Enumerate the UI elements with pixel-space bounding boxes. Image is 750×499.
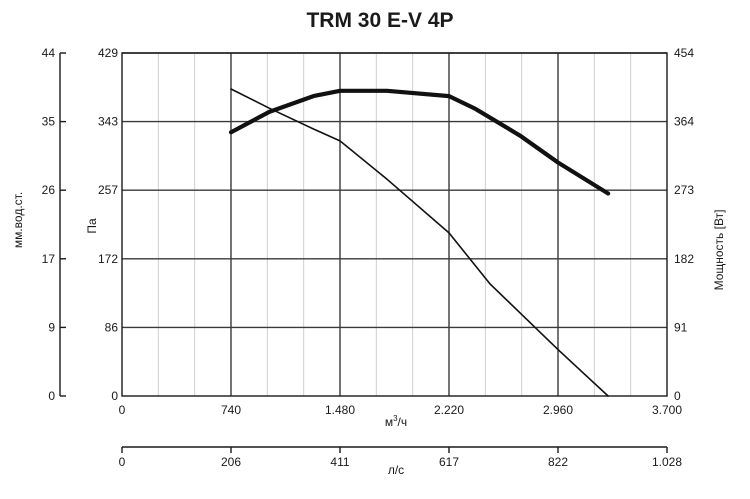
curves xyxy=(228,88,611,397)
power-tick-label: 0 xyxy=(674,389,681,403)
y-axis-label-power: Мощность [Вт] xyxy=(712,210,726,291)
power-curve xyxy=(228,88,611,196)
m3h-tick-label: 3.700 xyxy=(652,403,682,417)
pressure-curve xyxy=(230,88,609,397)
pa-tick-label: 343 xyxy=(98,115,118,129)
ls-tick-label: 411 xyxy=(330,455,349,469)
power-tick-label: 182 xyxy=(674,252,694,266)
mmwc-tick-label: 0 xyxy=(48,389,55,403)
pa-tick-label: 86 xyxy=(105,320,119,334)
power-tick-label: 364 xyxy=(674,115,694,129)
m3h-tick-label: 2.960 xyxy=(543,403,573,417)
mmwc-tick-label: 35 xyxy=(42,115,56,129)
x-axis-label-m3h: м3/ч xyxy=(385,414,407,429)
pa-tick-label: 0 xyxy=(111,389,118,403)
grid xyxy=(121,52,668,397)
pa-tick-label: 257 xyxy=(98,183,118,197)
power-tick-label: 273 xyxy=(674,183,694,197)
mmwc-tick-label: 44 xyxy=(42,46,56,60)
m3h-tick-label: 740 xyxy=(221,403,241,417)
axes: 0 9 17 26 35 44 0 86 172 257 343 429 0 91 182 273 364 454… xyxy=(42,46,695,469)
pa-tick-label: 429 xyxy=(98,46,118,60)
m3h-tick-label: 1.480 xyxy=(325,403,355,417)
m3h-tick-label: 0 xyxy=(119,403,126,417)
power-tick-label: 454 xyxy=(674,46,694,60)
ls-tick-label: 0 xyxy=(119,455,126,469)
ls-tick-label: 617 xyxy=(439,455,459,469)
m3h-tick-label: 2.220 xyxy=(434,403,464,417)
power-tick-label: 91 xyxy=(674,320,688,334)
pa-tick-label: 172 xyxy=(98,252,118,266)
chart-title: TRM 30 E-V 4P xyxy=(306,9,453,32)
mmwc-tick-label: 9 xyxy=(48,320,55,334)
x-axis-label-ls: л/с xyxy=(388,463,404,477)
mmwc-tick-label: 26 xyxy=(42,183,56,197)
ls-tick-label: 1.028 xyxy=(652,455,682,469)
ls-tick-label: 206 xyxy=(221,455,241,469)
ls-tick-label: 822 xyxy=(548,455,568,469)
plot-frame xyxy=(121,52,668,397)
y-axis-label-mmwc: мм.вод.ст. xyxy=(11,192,25,248)
y-axis-label-pa: Па xyxy=(85,218,99,234)
mmwc-tick-label: 17 xyxy=(42,252,56,266)
